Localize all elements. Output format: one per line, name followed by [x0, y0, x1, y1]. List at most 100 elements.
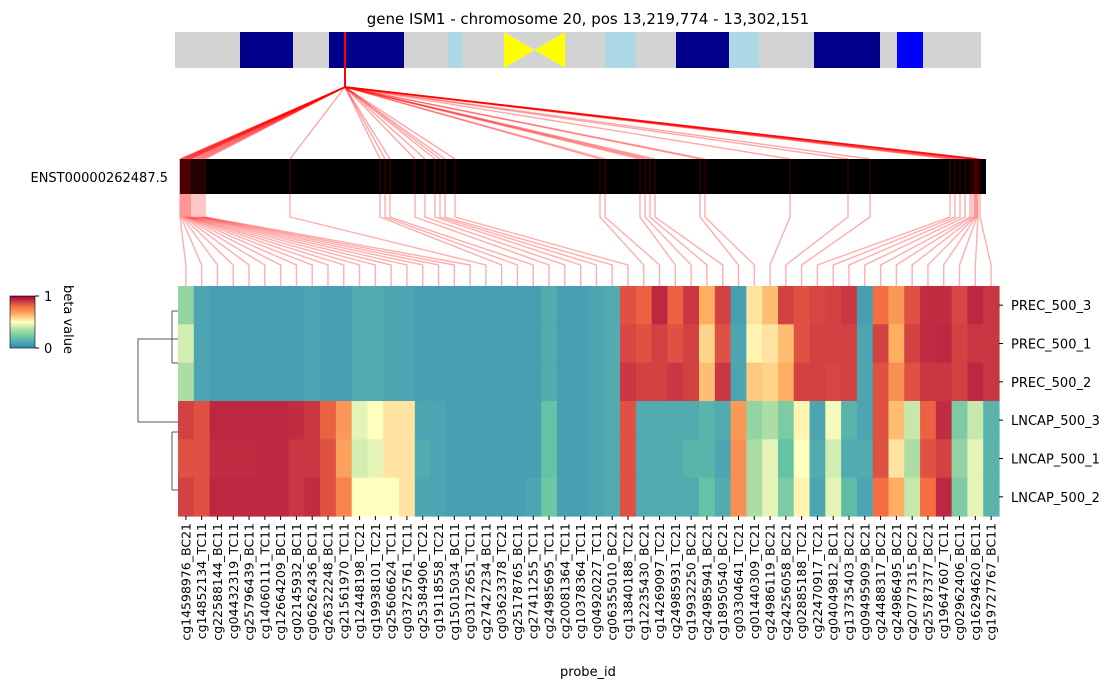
probe-link-lower [200, 194, 440, 286]
heatmap-cell [477, 324, 495, 364]
centromere-left [504, 32, 535, 68]
heatmap-cell [730, 401, 747, 440]
heatmap-cells [178, 286, 1000, 517]
heatmap-cell [241, 362, 258, 402]
heatmap-cell [256, 477, 274, 517]
heatmap-cell [304, 477, 321, 517]
heatmap-cell [399, 401, 416, 440]
heatmap-cell [841, 286, 858, 325]
probe-link-lower [204, 194, 471, 286]
column-label: cg24488317_BC21 [873, 523, 888, 641]
heatmap-cell [335, 401, 353, 440]
probe-link-upper [179, 86, 346, 160]
heatmap-cell [667, 286, 684, 325]
colorbar: 1 0 beta value [9, 285, 75, 357]
heatmap-cell [383, 324, 400, 364]
probe-link-lower [192, 194, 377, 286]
heatmap-cell [746, 324, 763, 364]
probe-link-lower [289, 194, 487, 286]
heatmap-cell [967, 439, 984, 479]
heatmap-cell [446, 324, 463, 364]
heatmap-cell [856, 477, 874, 517]
heatmap-cell [225, 401, 242, 440]
heatmap-cell [841, 477, 858, 517]
heatmap-cell [667, 362, 684, 402]
probe-link-upper [184, 86, 346, 160]
heatmap-cell [620, 477, 637, 517]
colorbar-max-label: 1 [44, 290, 52, 305]
heatmap-cell [935, 439, 953, 479]
heatmap-cell [809, 439, 826, 479]
probe-link-lower [958, 194, 978, 286]
heatmap-cell [920, 439, 937, 479]
probe-link-lower [379, 194, 503, 286]
heatmap-cell [904, 286, 921, 325]
column-label: cg22470917_TC21 [810, 523, 825, 639]
heatmap-cell [620, 286, 637, 325]
heatmap-cell [383, 401, 400, 440]
heatmap-cell [809, 401, 826, 440]
heatmap-cell [304, 401, 321, 440]
probe-link-lower [424, 194, 566, 286]
heatmap-cell [272, 324, 290, 364]
heatmap-cell [888, 362, 905, 402]
chromosome-band [759, 32, 814, 68]
heatmap-cell [635, 324, 653, 364]
heatmap-cell [793, 286, 811, 325]
heatmap-cell [588, 362, 605, 402]
heatmap-cell [178, 362, 195, 402]
heatmap-cell [193, 324, 211, 364]
probe-link-lower [454, 194, 629, 286]
heatmap-cell [446, 286, 463, 325]
probe-link-upper [344, 86, 961, 160]
column-label: cg06262436_BC11 [305, 523, 320, 641]
column-label: cg22588144_BC11 [210, 523, 225, 641]
column-label: cg20081364_TC11 [557, 523, 572, 639]
probe-link-lower [184, 194, 266, 286]
heatmap-cell [762, 324, 779, 364]
heatmap-cell [967, 286, 984, 325]
heatmap-cell [509, 401, 526, 440]
heatmap-cell [762, 401, 779, 440]
heatmap-cell [983, 401, 1000, 440]
heatmap-cell [446, 477, 463, 517]
column-label: cg02145932_BC11 [289, 523, 304, 641]
row-label: LNCAP_500_1 [1011, 453, 1100, 468]
colorbar-gradient [9, 295, 36, 349]
probe-link-upper [344, 86, 651, 160]
chromosome-band [897, 32, 923, 68]
heatmap-cell [620, 401, 637, 440]
column-label: cg19647607_TC11 [936, 523, 951, 639]
probe-link-lower [699, 194, 740, 286]
probe-link-lower [599, 194, 645, 286]
heatmap-cell [178, 439, 195, 479]
column-label: cg25796439_BC11 [242, 523, 257, 641]
heatmap-cell [588, 439, 605, 479]
heatmap-cell [320, 477, 337, 517]
heatmap-cell [714, 401, 732, 440]
column-label: cg24985695_TC11 [542, 523, 557, 639]
column-label: cg19932250_BC21 [684, 523, 699, 641]
chromosome-band [240, 32, 293, 68]
probe-link-lower [785, 194, 849, 286]
column-label: cg14060111_TC11 [257, 523, 272, 639]
probe-link-lower [895, 194, 973, 286]
heatmap-cell [414, 362, 432, 402]
heatmap-cell [904, 439, 921, 479]
heatmap-cell [872, 286, 890, 325]
heatmap-cell [667, 401, 684, 440]
column-label: cg06355010_BC21 [605, 523, 620, 641]
heatmap-cell [651, 401, 669, 440]
heatmap-cell [667, 324, 684, 364]
probe-link-lower [189, 194, 345, 286]
heatmap-cell [746, 362, 763, 402]
heatmap-cell [777, 477, 795, 517]
heatmap-cell [335, 439, 353, 479]
chromosome-band [605, 32, 636, 68]
heatmap-cell [193, 477, 211, 517]
heatmap-cell [730, 439, 747, 479]
heatmap-cell [320, 362, 337, 402]
heatmap-cell [367, 439, 384, 479]
probe-link-lower [194, 194, 392, 286]
